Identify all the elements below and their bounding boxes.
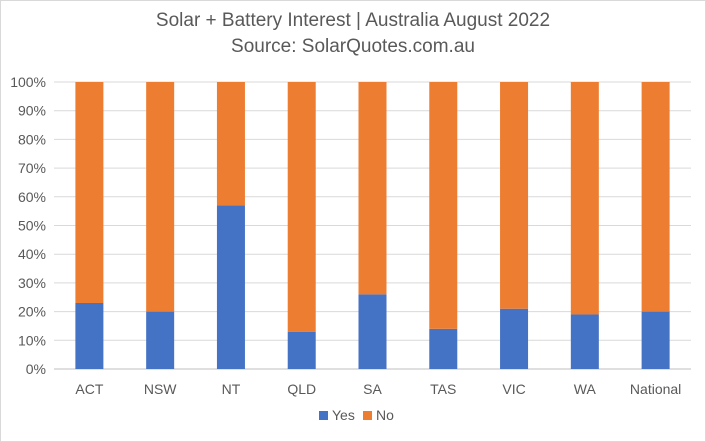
chart-title: Solar + Battery Interest | Australia Aug… xyxy=(155,10,551,31)
y-tick-label: 100% xyxy=(10,74,46,90)
y-tick-label: 60% xyxy=(18,189,46,205)
y-tick-label: 70% xyxy=(18,160,46,176)
legend-label-yes: Yes xyxy=(332,407,355,423)
y-tick-label: 0% xyxy=(26,361,46,377)
x-tick-label: VIC xyxy=(502,381,525,397)
x-tick-label: QLD xyxy=(287,381,316,397)
bar-no-wa xyxy=(570,82,599,315)
x-tick-label: TAS xyxy=(430,381,456,397)
bar-yes-tas xyxy=(429,328,458,369)
legend-swatch-no xyxy=(363,411,372,420)
bar-yes-wa xyxy=(570,314,599,369)
bar-yes-nt xyxy=(216,205,245,369)
bar-no-nsw xyxy=(146,82,175,312)
y-tick-label: 30% xyxy=(18,275,46,291)
x-tick-label: WA xyxy=(574,381,597,397)
bar-yes-nsw xyxy=(146,311,175,369)
y-tick-label: 50% xyxy=(18,218,46,234)
bar-no-sa xyxy=(358,82,387,295)
y-tick-label: 40% xyxy=(18,246,46,262)
bar-yes-qld xyxy=(287,331,316,369)
x-tick-label: ACT xyxy=(75,381,103,397)
bar-no-nt xyxy=(216,82,245,206)
legend-swatch-yes xyxy=(319,411,328,420)
x-tick-label: National xyxy=(630,381,681,397)
x-tick-label: NT xyxy=(222,381,241,397)
x-tick-label: SA xyxy=(363,381,382,397)
bar-yes-sa xyxy=(358,294,387,369)
y-tick-label: 10% xyxy=(18,332,46,348)
bar-no-act xyxy=(75,82,104,303)
chart-subtitle: Source: SolarQuotes.com.au xyxy=(231,36,475,57)
y-tick-label: 80% xyxy=(18,131,46,147)
bar-no-tas xyxy=(429,82,458,329)
bar-no-qld xyxy=(287,82,316,332)
y-tick-label: 20% xyxy=(18,304,46,320)
x-tick-label: NSW xyxy=(144,381,177,397)
bar-yes-act xyxy=(75,302,104,369)
bar-yes-national xyxy=(641,311,670,369)
bar-yes-vic xyxy=(500,308,529,369)
bar-no-vic xyxy=(500,82,529,309)
legend-label-no: No xyxy=(376,407,394,423)
bar-no-national xyxy=(641,82,670,312)
y-tick-label: 90% xyxy=(18,103,46,119)
